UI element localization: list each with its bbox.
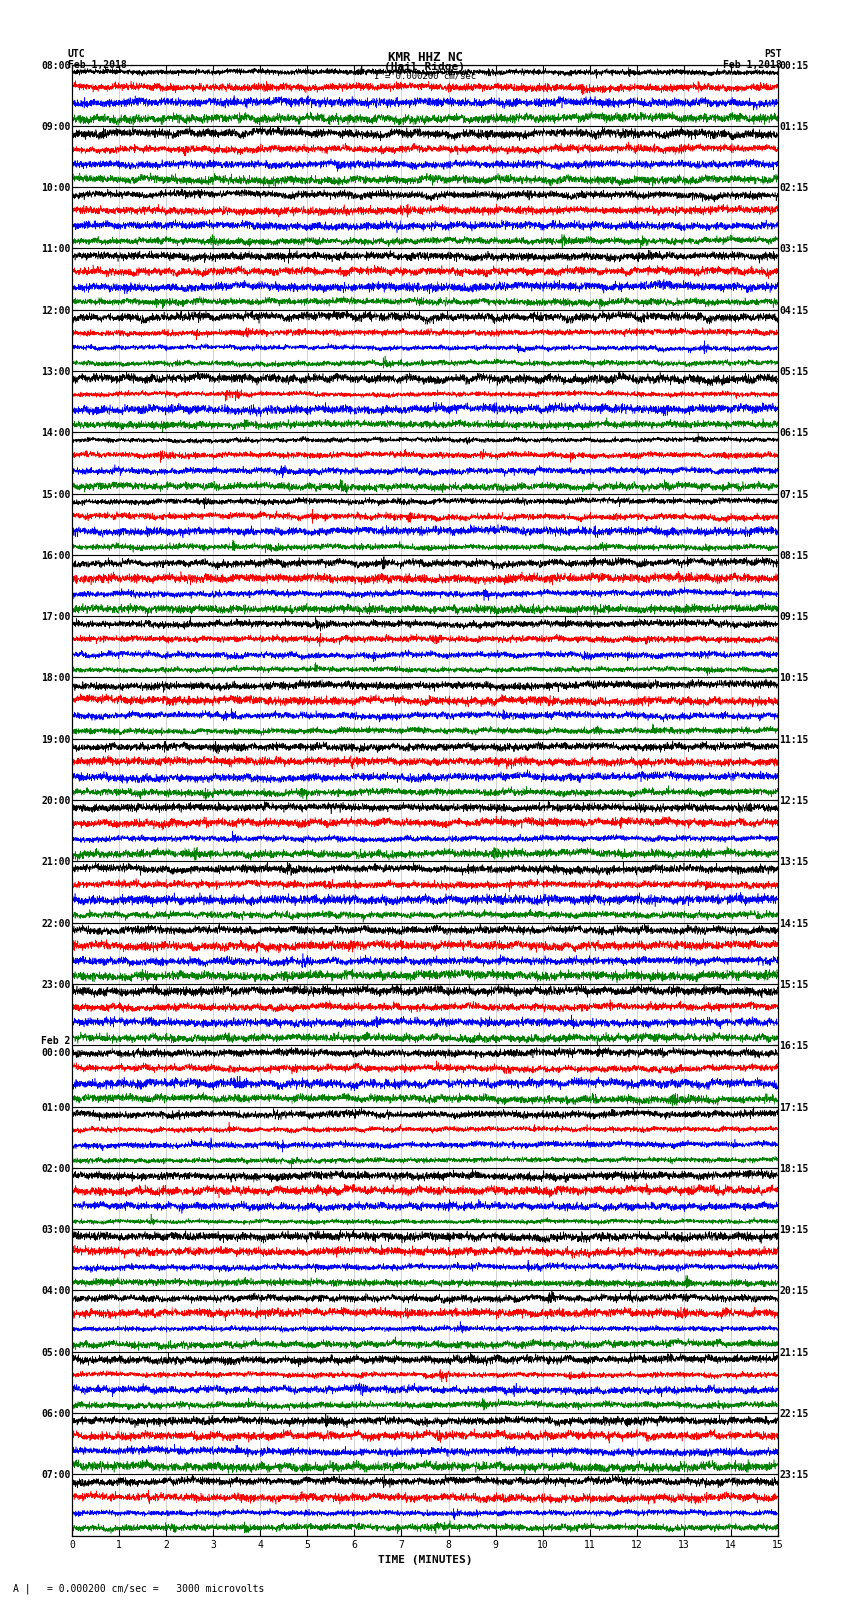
Text: Feb 1,2018: Feb 1,2018	[723, 60, 782, 69]
Text: Feb 1,2018: Feb 1,2018	[68, 60, 127, 69]
Text: = 0.000200 cm/sec =   3000 microvolts: = 0.000200 cm/sec = 3000 microvolts	[47, 1584, 264, 1594]
X-axis label: TIME (MINUTES): TIME (MINUTES)	[377, 1555, 473, 1565]
Text: PST: PST	[764, 50, 782, 60]
Text: I = 0.000200 cm/sec: I = 0.000200 cm/sec	[374, 71, 476, 81]
Text: A |: A |	[13, 1582, 31, 1594]
Text: (Hail Ridge): (Hail Ridge)	[384, 61, 466, 71]
Text: UTC: UTC	[68, 50, 86, 60]
Text: KMR HHZ NC: KMR HHZ NC	[388, 50, 462, 65]
